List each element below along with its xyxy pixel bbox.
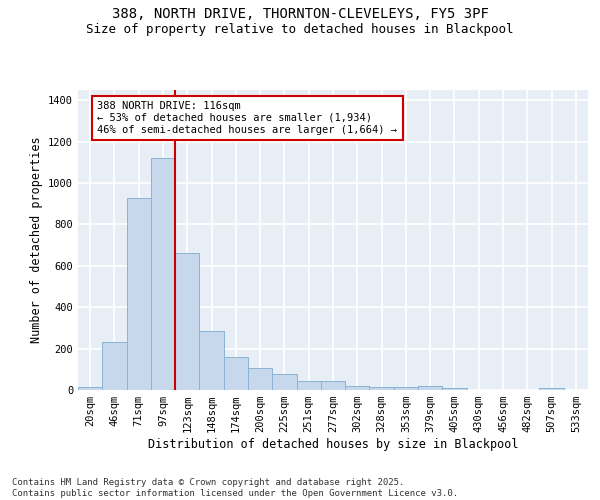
Bar bbox=[418, 386, 442, 390]
Bar bbox=[175, 254, 199, 390]
Bar bbox=[248, 368, 272, 390]
Text: Size of property relative to detached houses in Blackpool: Size of property relative to detached ho… bbox=[86, 22, 514, 36]
Bar bbox=[370, 387, 394, 390]
Bar bbox=[224, 357, 248, 390]
Text: 388 NORTH DRIVE: 116sqm
← 53% of detached houses are smaller (1,934)
46% of semi: 388 NORTH DRIVE: 116sqm ← 53% of detache… bbox=[97, 102, 397, 134]
Bar bbox=[151, 158, 175, 390]
Bar bbox=[442, 388, 467, 390]
Bar bbox=[78, 387, 102, 390]
X-axis label: Distribution of detached houses by size in Blackpool: Distribution of detached houses by size … bbox=[148, 438, 518, 451]
Bar bbox=[127, 198, 151, 390]
Bar bbox=[394, 387, 418, 390]
Text: Contains HM Land Registry data © Crown copyright and database right 2025.
Contai: Contains HM Land Registry data © Crown c… bbox=[12, 478, 458, 498]
Bar bbox=[272, 374, 296, 390]
Bar bbox=[102, 342, 127, 390]
Text: 388, NORTH DRIVE, THORNTON-CLEVELEYS, FY5 3PF: 388, NORTH DRIVE, THORNTON-CLEVELEYS, FY… bbox=[112, 8, 488, 22]
Bar bbox=[345, 386, 370, 390]
Bar bbox=[199, 331, 224, 390]
Bar bbox=[296, 382, 321, 390]
Bar bbox=[321, 382, 345, 390]
Y-axis label: Number of detached properties: Number of detached properties bbox=[29, 136, 43, 344]
Bar bbox=[539, 388, 564, 390]
